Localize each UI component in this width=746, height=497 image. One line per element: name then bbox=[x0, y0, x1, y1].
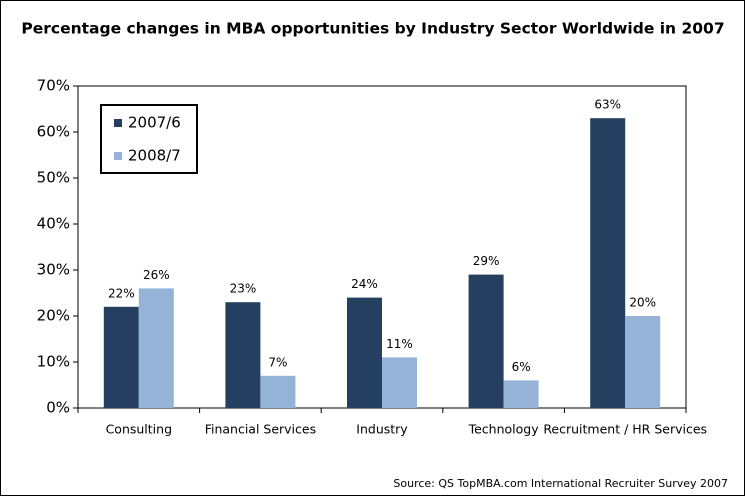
source-note: Source: QS TopMBA.com International Recr… bbox=[393, 477, 728, 490]
bar bbox=[347, 297, 382, 408]
legend-swatch bbox=[114, 152, 122, 160]
bar bbox=[138, 288, 174, 408]
x-tick-label: Technology bbox=[468, 422, 540, 437]
bar bbox=[590, 118, 626, 408]
y-tick-label: 40% bbox=[37, 215, 70, 233]
value-label: 22% bbox=[108, 286, 135, 300]
value-label: 20% bbox=[629, 296, 656, 310]
value-label: 24% bbox=[351, 277, 378, 291]
legend-swatch bbox=[114, 119, 122, 127]
y-tick-label: 30% bbox=[37, 261, 70, 279]
value-label: 23% bbox=[230, 282, 257, 296]
bar bbox=[625, 316, 661, 408]
legend-label: 2008/7 bbox=[128, 147, 181, 165]
x-tick-label: Recruitment / HR Services bbox=[543, 422, 707, 437]
value-label: 7% bbox=[268, 355, 287, 369]
y-tick-label: 10% bbox=[37, 353, 70, 371]
y-tick-label: 70% bbox=[37, 77, 70, 95]
chart-title: Percentage changes in MBA opportunities … bbox=[21, 20, 724, 38]
x-tick-label: Financial Services bbox=[205, 422, 316, 437]
bar bbox=[468, 274, 504, 408]
bar bbox=[260, 375, 296, 408]
y-tick-label: 20% bbox=[37, 307, 70, 325]
y-tick-label: 50% bbox=[37, 169, 70, 187]
value-label: 11% bbox=[386, 337, 413, 351]
value-label: 29% bbox=[473, 254, 500, 268]
value-label: 6% bbox=[512, 360, 531, 374]
x-tick-label: Consulting bbox=[106, 422, 172, 437]
bar bbox=[382, 357, 417, 408]
value-label: 26% bbox=[143, 268, 170, 282]
legend-label: 2007/6 bbox=[128, 114, 181, 132]
x-tick-label: Industry bbox=[356, 422, 408, 437]
bar bbox=[225, 302, 261, 408]
y-tick-label: 0% bbox=[46, 399, 70, 417]
value-label: 63% bbox=[594, 98, 621, 112]
legend-box bbox=[100, 104, 198, 174]
bar bbox=[503, 380, 539, 408]
bar bbox=[103, 306, 139, 408]
y-tick-label: 60% bbox=[37, 123, 70, 141]
